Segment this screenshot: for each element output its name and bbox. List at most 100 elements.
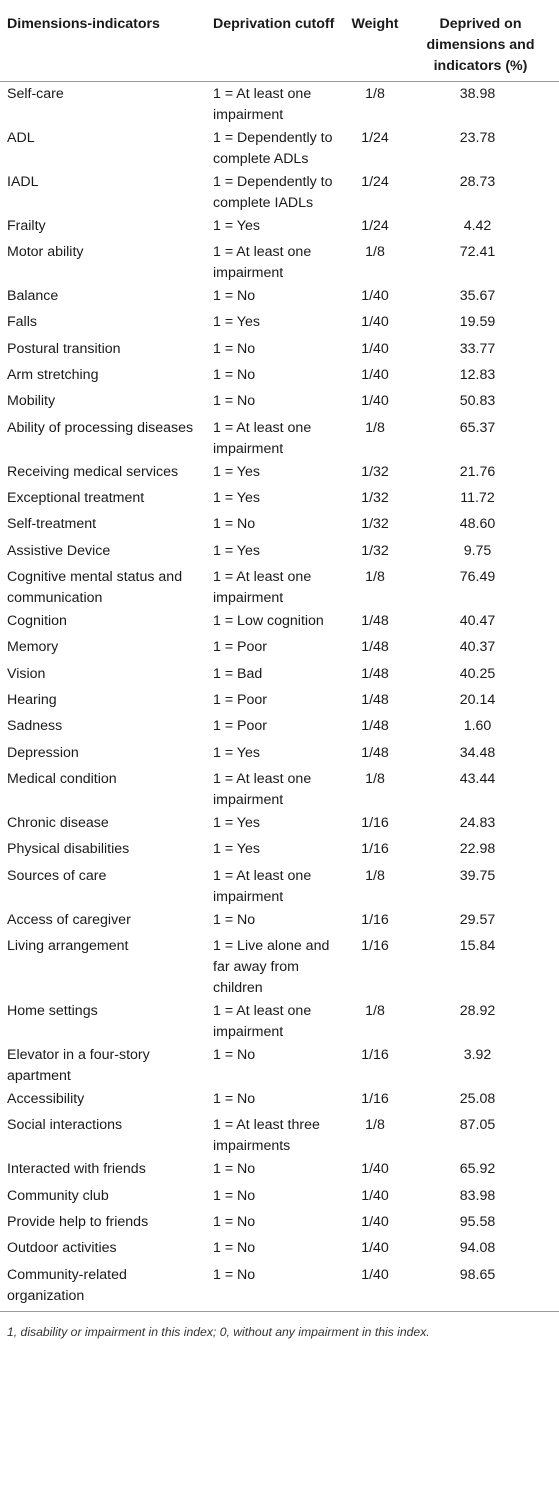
indicator-cell: Sadness <box>7 718 63 735</box>
table-row: Assistive Device 1 = Yes 1/32 9.75 <box>0 539 559 565</box>
deprived-percent-cell: 72.41 <box>459 243 496 260</box>
deprived-percent-cell: 4.42 <box>463 217 492 234</box>
cutoff-cell: 1 = Poor <box>213 639 268 656</box>
deprived-percent-cell: 98.65 <box>459 1266 496 1283</box>
indicator-cell: Living arrangement <box>7 938 129 955</box>
table-row: Self-treatment 1 = No 1/32 48.60 <box>0 512 559 538</box>
deprived-percent-cell: 3.92 <box>463 1047 492 1064</box>
deprived-percent-cell: 20.14 <box>459 691 496 708</box>
table-row: Balance 1 = No 1/40 35.67 <box>0 284 559 310</box>
table-row: Falls 1 = Yes 1/40 19.59 <box>0 310 559 336</box>
cutoff-cell: 1 = Live alone and far away from childre… <box>213 938 330 997</box>
indicator-cell: Depression <box>7 744 79 761</box>
table-header: Dimensions-indicators Deprivation cutoff… <box>0 0 559 82</box>
indicator-cell: Home settings <box>7 1003 98 1020</box>
deprived-percent-cell: 50.83 <box>459 393 496 410</box>
weight-cell: 1/40 <box>361 393 389 410</box>
weight-cell: 1/8 <box>365 243 385 260</box>
table-row: Sadness 1 = Poor 1/48 1.60 <box>0 714 559 740</box>
header-cutoff: Deprivation cutoff <box>206 0 344 82</box>
deprived-percent-cell: 39.75 <box>459 867 496 884</box>
table-row: Physical disabilities 1 = Yes 1/16 22.98 <box>0 837 559 863</box>
weight-cell: 1/48 <box>361 691 389 708</box>
indicator-cell: Chronic disease <box>7 815 109 831</box>
cutoff-cell: 1 = No <box>213 340 256 357</box>
cutoff-cell: 1 = At least one impairment <box>213 568 312 606</box>
table-bottom-rule <box>0 1310 559 1312</box>
cutoff-cell: 1 = Bad <box>213 665 263 682</box>
weight-cell: 1/48 <box>361 639 389 656</box>
weight-cell: 1/48 <box>361 718 389 735</box>
cutoff-cell: 1 = Poor <box>213 718 268 735</box>
weight-cell: 1/16 <box>361 841 389 858</box>
indicator-cell: ADL <box>7 129 35 146</box>
deprived-percent-cell: 83.98 <box>459 1187 496 1204</box>
indicator-cell: Outdoor activities <box>7 1240 117 1257</box>
deprived-percent-cell: 76.49 <box>459 568 496 585</box>
indicator-cell: Motor ability <box>7 243 84 260</box>
indicator-cell: Arm stretching <box>7 366 99 383</box>
weight-cell: 1/8 <box>365 85 385 102</box>
weight-cell: 1/32 <box>361 542 389 559</box>
weight-cell: 1/40 <box>361 287 389 304</box>
weight-cell: 1/48 <box>361 744 389 761</box>
deprived-percent-cell: 1.60 <box>463 718 492 735</box>
table-row: Outdoor activities 1 = No 1/40 94.08 <box>0 1236 559 1262</box>
table-row: Hearing 1 = Poor 1/48 20.14 <box>0 688 559 714</box>
deprived-percent-cell: 87.05 <box>459 1117 496 1134</box>
weight-cell: 1/16 <box>361 1091 389 1108</box>
weight-cell: 1/24 <box>361 173 389 190</box>
deprived-percent-cell: 28.92 <box>459 1003 496 1020</box>
weight-cell: 1/16 <box>361 815 389 831</box>
cutoff-cell: 1 = No <box>213 1047 256 1064</box>
table-row: Interacted with friends 1 = No 1/40 65.92 <box>0 1157 559 1183</box>
indicator-cell: Self-treatment <box>7 516 97 533</box>
cutoff-cell: 1 = At least one impairment <box>213 771 312 808</box>
indicator-cell: Medical condition <box>7 771 117 787</box>
indicator-cell: Elevator in a four-story apartment <box>7 1047 150 1085</box>
cutoff-cell: 1 = No <box>213 1266 256 1283</box>
table-row: Ability of processing diseases 1 = At lea… <box>0 416 559 460</box>
indicator-cell: Self-care <box>7 85 64 102</box>
cutoff-cell: 1 = Yes <box>213 314 260 331</box>
indicator-cell: Receiving medical services <box>7 463 179 480</box>
cutoff-cell: 1 = Dependently to complete ADLs <box>213 129 333 167</box>
deprivation-table: Dimensions-indicators Deprivation cutoff… <box>0 0 559 1304</box>
deprived-percent-cell: 34.48 <box>459 744 496 761</box>
deprived-percent-cell: 15.84 <box>459 938 496 955</box>
cutoff-cell: 1 = No <box>213 1214 256 1231</box>
indicator-cell: Sources of care <box>7 867 107 884</box>
deprived-percent-cell: 22.98 <box>459 841 496 858</box>
header-indicator: Dimensions-indicators <box>0 0 206 82</box>
table-row: Access of caregiver 1 = No 1/16 29.57 <box>0 908 559 934</box>
weight-cell: 1/16 <box>361 938 389 955</box>
deprived-percent-cell: 65.37 <box>459 419 496 436</box>
indicator-cell: Access of caregiver <box>7 911 131 928</box>
cutoff-cell: 1 = Yes <box>213 744 260 761</box>
indicator-cell: Physical disabilities <box>7 841 130 858</box>
indicator-cell: Balance <box>7 287 59 304</box>
weight-cell: 1/40 <box>361 1266 389 1283</box>
indicator-cell: Community-related organization <box>7 1266 127 1304</box>
weight-cell: 1/16 <box>361 911 389 928</box>
weight-cell: 1/8 <box>365 568 385 585</box>
table-row: Medical condition 1 = At least one impair… <box>0 767 559 811</box>
deprived-percent-cell: 23.78 <box>459 129 496 146</box>
table-row: Self-care 1 = At least one impairment 1/8 3… <box>0 81 559 126</box>
table-row: Frailty 1 = Yes 1/24 4.42 <box>0 214 559 240</box>
weight-cell: 1/40 <box>361 314 389 331</box>
table-row: Elevator in a four-story apartment 1 = No… <box>0 1043 559 1087</box>
indicator-cell: Frailty <box>7 217 46 234</box>
indicator-cell: Exceptional treatment <box>7 489 145 506</box>
deprived-percent-cell: 12.83 <box>459 366 496 383</box>
table-footnote: 1, disability or impairment in this inde… <box>7 1324 430 1339</box>
table-row: Motor ability 1 = At least one impairment… <box>0 240 559 284</box>
cutoff-cell: 1 = At least one impairment <box>213 867 312 905</box>
deprived-percent-cell: 43.44 <box>459 771 496 787</box>
cutoff-cell: 1 = No <box>213 1187 256 1204</box>
deprived-percent-cell: 65.92 <box>459 1161 496 1178</box>
weight-cell: 1/40 <box>361 366 389 383</box>
cutoff-cell: 1 = No <box>213 287 256 304</box>
table-row: Cognitive mental status and communicatio… <box>0 565 559 609</box>
cutoff-cell: 1 = Yes <box>213 815 260 831</box>
